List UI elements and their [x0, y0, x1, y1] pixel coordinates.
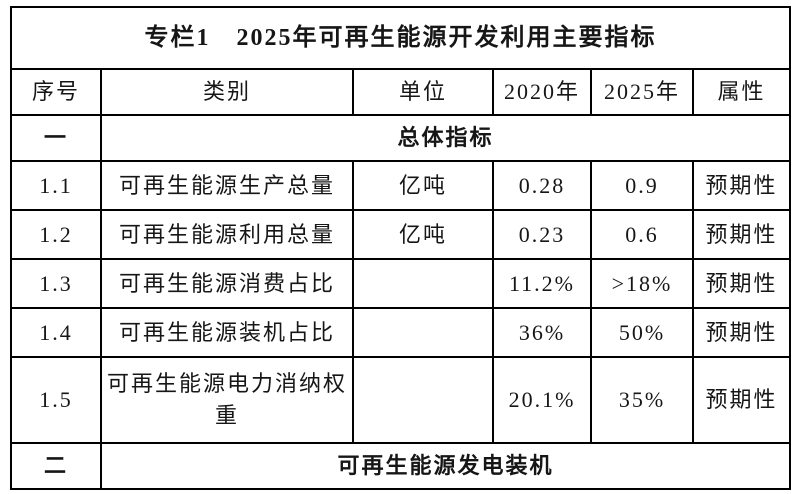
section-no: 一	[10, 114, 102, 162]
value-2025-cell: >18%	[590, 258, 694, 309]
value-2020-cell: 0.23	[492, 209, 592, 260]
col-header-unit: 单位	[352, 68, 494, 116]
table-row-1-2: 1.2 可再生能源利用总量 亿吨 0.23 0.6 预期性	[10, 209, 791, 260]
attribute-cell: 预期性	[692, 160, 791, 211]
unit-cell: 亿吨	[352, 160, 494, 211]
col-header-no: 序号	[10, 68, 102, 116]
attribute-cell: 预期性	[692, 307, 791, 358]
table-row-1-5: 1.5 可再生能源电力消纳权重 20.1% 35% 预期性	[10, 356, 791, 444]
attribute-cell: 预期性	[692, 209, 791, 260]
row-no-cell: 1.1	[10, 160, 102, 211]
attribute-cell: 预期性	[692, 356, 791, 444]
col-header-2020: 2020年	[492, 68, 592, 116]
value-2020-cell: 36%	[492, 307, 592, 358]
section-row-1: 一 总体指标	[10, 114, 791, 162]
category-cell: 可再生能源电力消纳权重	[100, 356, 354, 444]
indicator-table: 专栏1 2025年可再生能源开发利用主要指标 序号 类别 单位 2020年 20…	[10, 6, 791, 490]
table-title-row: 专栏1 2025年可再生能源开发利用主要指标	[10, 6, 791, 70]
section-label: 总体指标	[100, 114, 791, 162]
table-row-1-3: 1.3 可再生能源消费占比 11.2% >18% 预期性	[10, 258, 791, 309]
row-no-cell: 1.3	[10, 258, 102, 309]
value-2025-cell: 35%	[590, 356, 694, 444]
category-cell: 可再生能源装机占比	[100, 307, 354, 358]
value-2025-cell: 0.9	[590, 160, 694, 211]
row-no-cell: 1.4	[10, 307, 102, 358]
attribute-cell: 预期性	[692, 258, 791, 309]
table-header-row: 序号 类别 单位 2020年 2025年 属性	[10, 68, 791, 116]
category-cell: 可再生能源利用总量	[100, 209, 354, 260]
unit-cell: 亿吨	[352, 209, 494, 260]
value-2020-cell: 0.28	[492, 160, 592, 211]
table-title: 专栏1 2025年可再生能源开发利用主要指标	[10, 6, 791, 70]
unit-cell	[352, 356, 494, 444]
row-no-cell: 1.5	[10, 356, 102, 444]
category-cell: 可再生能源消费占比	[100, 258, 354, 309]
value-2020-cell: 11.2%	[492, 258, 592, 309]
value-2025-cell: 0.6	[590, 209, 694, 260]
section-row-2: 二 可再生能源发电装机	[10, 442, 791, 490]
category-cell: 可再生能源生产总量	[100, 160, 354, 211]
unit-cell	[352, 258, 494, 309]
row-no-cell: 1.2	[10, 209, 102, 260]
table-row-1-4: 1.4 可再生能源装机占比 36% 50% 预期性	[10, 307, 791, 358]
col-header-2025: 2025年	[590, 68, 694, 116]
table-row-1-1: 1.1 可再生能源生产总量 亿吨 0.28 0.9 预期性	[10, 160, 791, 211]
value-2025-cell: 50%	[590, 307, 694, 358]
col-header-category: 类别	[100, 68, 354, 116]
value-2020-cell: 20.1%	[492, 356, 592, 444]
section-label: 可再生能源发电装机	[100, 442, 791, 490]
unit-cell	[352, 307, 494, 358]
section-no: 二	[10, 442, 102, 490]
col-header-attr: 属性	[692, 68, 791, 116]
